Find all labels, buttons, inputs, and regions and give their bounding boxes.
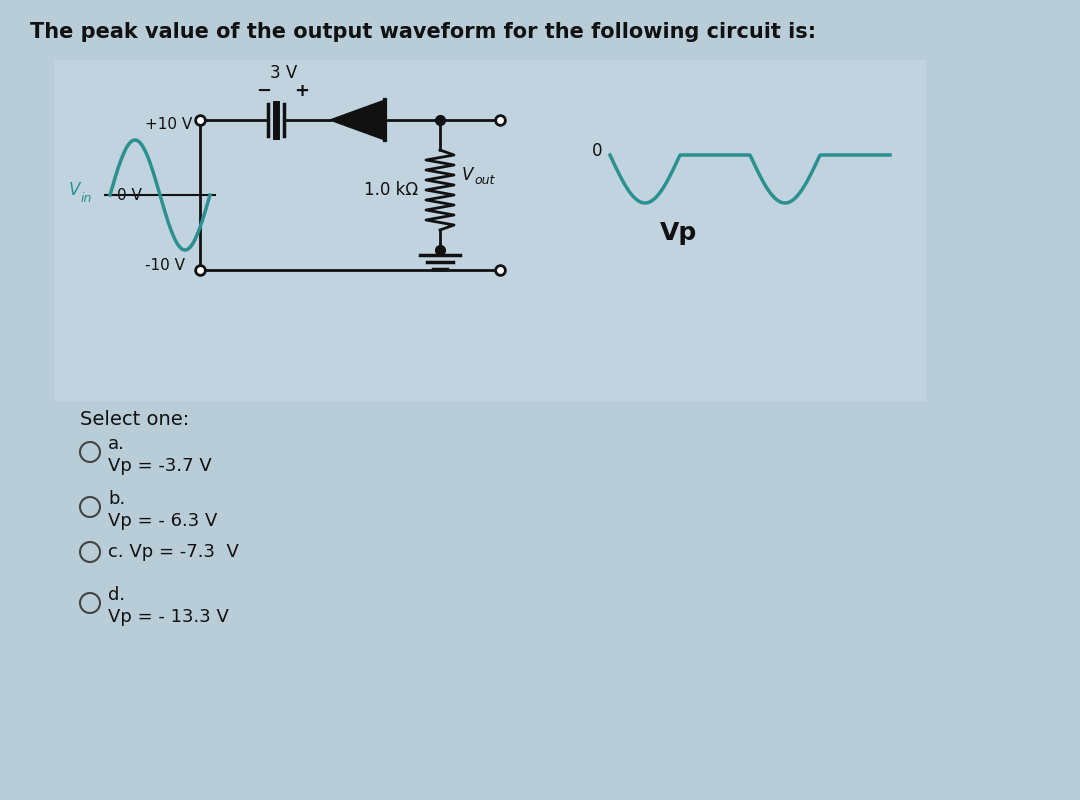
Text: 0: 0 (592, 142, 602, 160)
Text: c. Vp = -7.3  V: c. Vp = -7.3 V (108, 543, 239, 561)
Text: 0 V: 0 V (117, 187, 141, 202)
Text: V: V (69, 181, 80, 199)
Text: out: out (474, 174, 495, 187)
Text: -10 V: -10 V (145, 258, 185, 273)
Text: Select one:: Select one: (80, 410, 189, 429)
Text: Vp = - 13.3 V: Vp = - 13.3 V (108, 608, 229, 626)
Bar (55, 60, 924, 400)
Text: V: V (462, 166, 473, 184)
Text: The peak value of the output waveform for the following circuit is:: The peak value of the output waveform fo… (30, 22, 816, 42)
Text: Vp: Vp (660, 221, 698, 245)
Text: 1.0 kΩ: 1.0 kΩ (364, 181, 418, 199)
Polygon shape (330, 100, 384, 140)
Text: −: − (256, 82, 271, 100)
Text: in: in (81, 191, 92, 205)
Text: b.: b. (108, 490, 125, 508)
Text: a.: a. (108, 435, 125, 453)
Text: d.: d. (108, 586, 125, 604)
Text: +10 V: +10 V (145, 117, 192, 132)
Text: +: + (295, 82, 310, 100)
Text: Vp = -3.7 V: Vp = -3.7 V (108, 457, 212, 475)
Text: 3 V: 3 V (270, 64, 298, 82)
Text: Vp = - 6.3 V: Vp = - 6.3 V (108, 512, 217, 530)
